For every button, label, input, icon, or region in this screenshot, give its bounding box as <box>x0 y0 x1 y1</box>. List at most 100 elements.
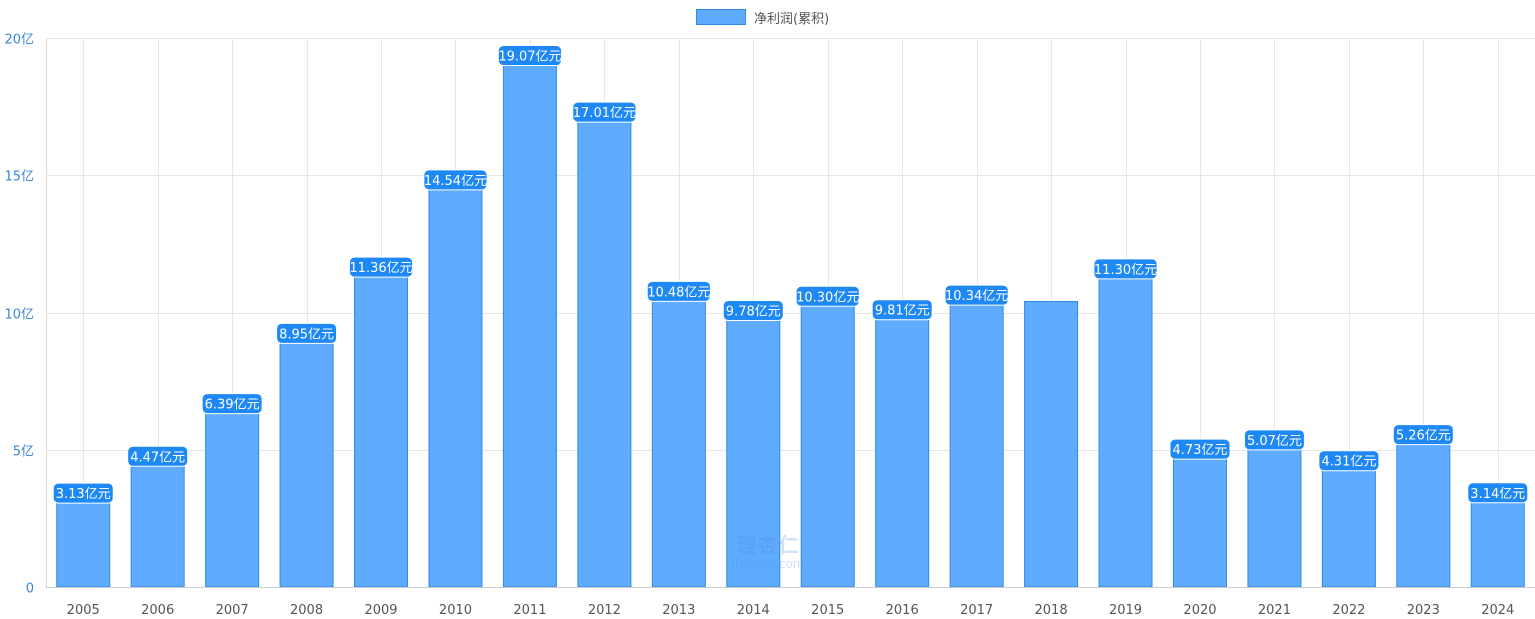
data-label-text: 9.81亿元 <box>875 304 930 319</box>
x-tick-label: 2020 <box>1183 603 1216 618</box>
y-tick-label: 20亿 <box>4 33 34 48</box>
data-label-2005: 3.13亿元 <box>52 482 114 504</box>
data-label-text: 5.07亿元 <box>1247 434 1302 449</box>
data-label-2009: 11.36亿元 <box>348 256 414 278</box>
data-label-2024: 3.14亿元 <box>1467 482 1529 504</box>
bar-2014 <box>726 318 781 588</box>
x-tick-label: 2011 <box>513 603 546 618</box>
x-tick-label: 2006 <box>141 603 174 618</box>
bar-2010 <box>428 187 483 588</box>
data-label-text: 19.07亿元 <box>498 50 561 65</box>
data-label-box <box>646 280 711 302</box>
x-tick-label: 2014 <box>737 603 770 618</box>
data-label-2007: 6.39亿元 <box>201 393 263 415</box>
data-label-box <box>1318 450 1380 472</box>
data-label-box <box>127 445 189 467</box>
data-label-text: 10.30亿元 <box>796 290 859 305</box>
legend-label: 净利润(累积) <box>754 11 830 27</box>
bar-2007 <box>205 411 260 588</box>
y-tick-label: 10亿 <box>4 308 34 323</box>
data-label-text: 17.01亿元 <box>573 106 636 121</box>
data-label-box <box>52 482 114 504</box>
data-label-box <box>1093 258 1158 280</box>
x-tick-label: 2009 <box>364 603 397 618</box>
data-label-box <box>722 300 784 322</box>
x-tick-label: 2015 <box>811 603 844 618</box>
bar-2022 <box>1321 468 1376 588</box>
data-label-box <box>871 299 933 321</box>
x-tick-label: 2007 <box>216 603 249 618</box>
data-label-box <box>572 101 637 123</box>
bar-2018 <box>1024 301 1079 588</box>
data-label-text: 8.95亿元 <box>279 327 334 342</box>
axes: 0 5亿 10亿 15亿 20亿 2005 2006 2007 2008 2009 2010 2011… <box>4 33 1535 618</box>
data-label-box <box>423 169 488 191</box>
bar-2005 <box>56 500 111 588</box>
data-label-text: 4.47亿元 <box>130 450 185 465</box>
bar-2019 <box>1098 276 1153 588</box>
data-label-2012: 17.01亿元 <box>572 101 637 123</box>
data-label-2008: 8.95亿元 <box>276 322 338 344</box>
data-label-2013: 10.48亿元 <box>646 280 711 302</box>
x-tick-label: 2024 <box>1481 603 1514 618</box>
data-label-text: 9.78亿元 <box>726 305 781 320</box>
data-label-text: 11.30亿元 <box>1094 263 1157 278</box>
x-tick-label: 2018 <box>1035 603 1068 618</box>
data-label-2023: 5.26亿元 <box>1392 424 1454 446</box>
data-label-text: 3.13亿元 <box>56 487 111 502</box>
data-label-box <box>1392 424 1454 446</box>
data-label-2010: 14.54亿元 <box>423 169 488 191</box>
legend[interactable]: 净利润(累积) <box>696 8 830 27</box>
data-label-2006: 4.47亿元 <box>127 445 189 467</box>
data-labels: 3.13亿元 4.47亿元 6.39亿元 8.95亿元 11.36亿元 14.54亿元 19… <box>52 45 1529 504</box>
x-tick-label: 2023 <box>1407 603 1440 618</box>
x-tick-label: 2021 <box>1258 603 1291 618</box>
x-tick-label: 2010 <box>439 603 472 618</box>
data-label-2016: 9.81亿元 <box>871 299 933 321</box>
bar-2015 <box>800 303 855 588</box>
bar-2011 <box>502 63 557 588</box>
bar-2008 <box>279 340 334 588</box>
data-label-box <box>944 284 1009 306</box>
data-label-2014: 9.78亿元 <box>722 300 784 322</box>
data-label-2022: 4.31亿元 <box>1318 450 1380 472</box>
bar-2013 <box>651 298 706 588</box>
data-label-text: 5.26亿元 <box>1396 429 1451 444</box>
bar-2016 <box>875 317 930 588</box>
data-label-text: 6.39亿元 <box>205 398 260 413</box>
data-label-box <box>201 393 263 415</box>
x-tick-label: 2005 <box>67 603 100 618</box>
x-tick-label: 2008 <box>290 603 323 618</box>
data-label-box <box>795 285 860 307</box>
bar-2012 <box>577 119 632 588</box>
data-label-2019: 11.30亿元 <box>1093 258 1158 280</box>
x-tick-label: 2019 <box>1109 603 1142 618</box>
data-label-text: 10.34亿元 <box>945 289 1008 304</box>
bar-2009 <box>354 274 409 588</box>
bar-2023 <box>1396 442 1451 588</box>
bar-2024 <box>1470 500 1525 588</box>
data-label-text: 11.36亿元 <box>349 261 412 276</box>
data-label-text: 4.31亿元 <box>1321 455 1376 470</box>
bar-2020 <box>1172 456 1227 588</box>
bar-2006 <box>130 463 185 588</box>
data-label-box <box>1467 482 1529 504</box>
data-label-box <box>276 322 338 344</box>
legend-swatch <box>696 9 746 25</box>
data-label-box <box>1243 429 1305 451</box>
x-tick-label: 2016 <box>886 603 919 618</box>
x-tick-label: 2017 <box>960 603 993 618</box>
data-label-2021: 5.07亿元 <box>1243 429 1305 451</box>
bar-2017 <box>949 302 1004 588</box>
data-label-text: 14.54亿元 <box>424 174 487 189</box>
x-tick-label: 2013 <box>662 603 695 618</box>
y-tick-label: 15亿 <box>4 170 34 185</box>
bar-2021 <box>1247 447 1302 588</box>
x-tick-label: 2022 <box>1332 603 1365 618</box>
grid-lines <box>46 38 1535 588</box>
data-label-box <box>348 256 414 278</box>
data-label-2017: 10.34亿元 <box>944 284 1009 306</box>
bars <box>56 63 1525 588</box>
